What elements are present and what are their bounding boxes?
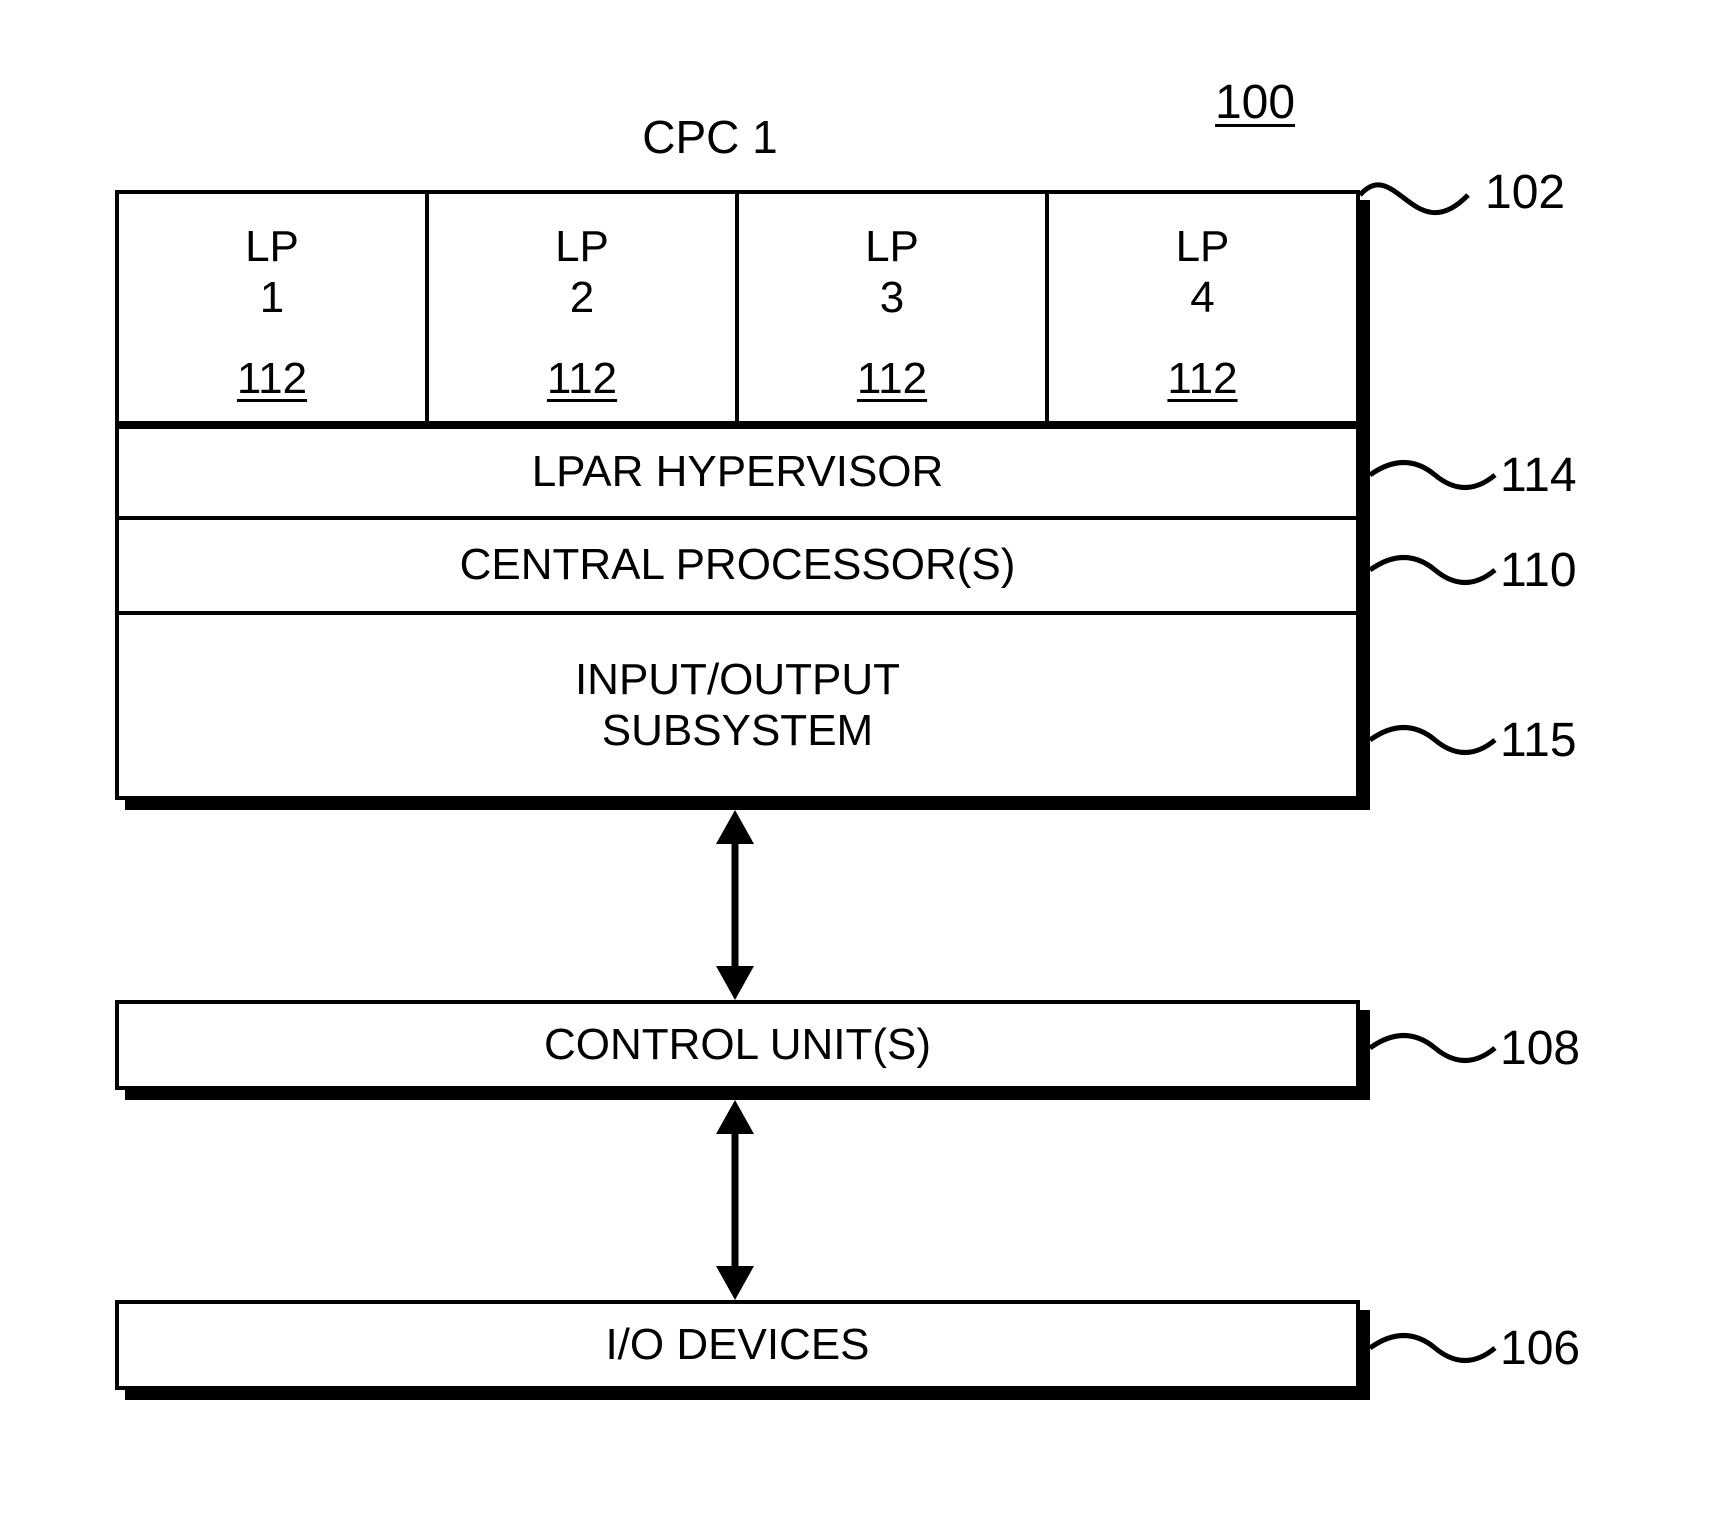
lp-2-num: 2: [570, 273, 594, 322]
lp-3-ref: 112: [739, 354, 1045, 404]
arrow-control-to-io: [710, 1100, 760, 1300]
ref-108: 108: [1500, 1021, 1580, 1076]
lp-box-3: LP 3 112: [735, 190, 1049, 425]
lead-108: [1370, 1028, 1500, 1068]
ref-110: 110: [1500, 543, 1577, 598]
lp-4-num: 4: [1190, 273, 1214, 322]
lead-110: [1370, 550, 1500, 590]
arrow-cpc-to-control: [710, 810, 760, 1000]
ref-114: 114: [1500, 448, 1577, 503]
control-units-box: CONTROL UNIT(S): [115, 1000, 1360, 1090]
control-shadow-bottom: [125, 1090, 1370, 1100]
cpc-title: CPC 1: [560, 110, 860, 164]
figure-ref: 100: [1180, 75, 1330, 130]
row-lpar-text: LPAR HYPERVISOR: [532, 447, 944, 498]
control-shadow-right: [1360, 1010, 1370, 1100]
ref-106: 106: [1500, 1321, 1580, 1376]
io-shadow-right: [1360, 1310, 1370, 1400]
lp-2-ref: 112: [429, 354, 735, 404]
cpc-shadow-right: [1360, 200, 1370, 810]
lp-box-2: LP 2 112: [425, 190, 739, 425]
lp-box-4: LP 4 112: [1045, 190, 1360, 425]
diagram-canvas: 100 CPC 1 LP 1 112 LP 2 112 LP 3 112 LP …: [0, 0, 1723, 1527]
lp-3-num: 3: [880, 273, 904, 322]
lead-115: [1370, 720, 1500, 760]
lp-2-name: LP: [555, 222, 609, 271]
row-io-subsystem: INPUT/OUTPUT SUBSYSTEM: [115, 611, 1360, 800]
lp-3-name: LP: [865, 222, 919, 271]
ref-115: 115: [1500, 713, 1577, 768]
row-central-processors: CENTRAL PROCESSOR(S): [115, 516, 1360, 615]
io-devices-box: I/O DEVICES: [115, 1300, 1360, 1390]
lp-4-ref: 112: [1049, 354, 1356, 404]
ref-102: 102: [1485, 165, 1565, 220]
row-io-text: INPUT/OUTPUT SUBSYSTEM: [575, 655, 900, 756]
lp-box-1: LP 1 112: [115, 190, 429, 425]
lp-1-name: LP: [245, 222, 299, 271]
row-lpar-hypervisor: LPAR HYPERVISOR: [115, 425, 1360, 520]
lp-4-name: LP: [1176, 222, 1230, 271]
io-devices-text: I/O DEVICES: [605, 1320, 869, 1371]
io-shadow-bottom: [125, 1390, 1370, 1400]
row-cp-text: CENTRAL PROCESSOR(S): [460, 540, 1016, 591]
control-units-text: CONTROL UNIT(S): [544, 1020, 931, 1071]
lead-106: [1370, 1328, 1500, 1368]
lead-114: [1370, 455, 1500, 495]
lead-102: [1360, 165, 1480, 255]
lp-1-num: 1: [260, 273, 284, 322]
cpc-shadow-bottom: [125, 800, 1370, 810]
lp-1-ref: 112: [119, 354, 425, 404]
